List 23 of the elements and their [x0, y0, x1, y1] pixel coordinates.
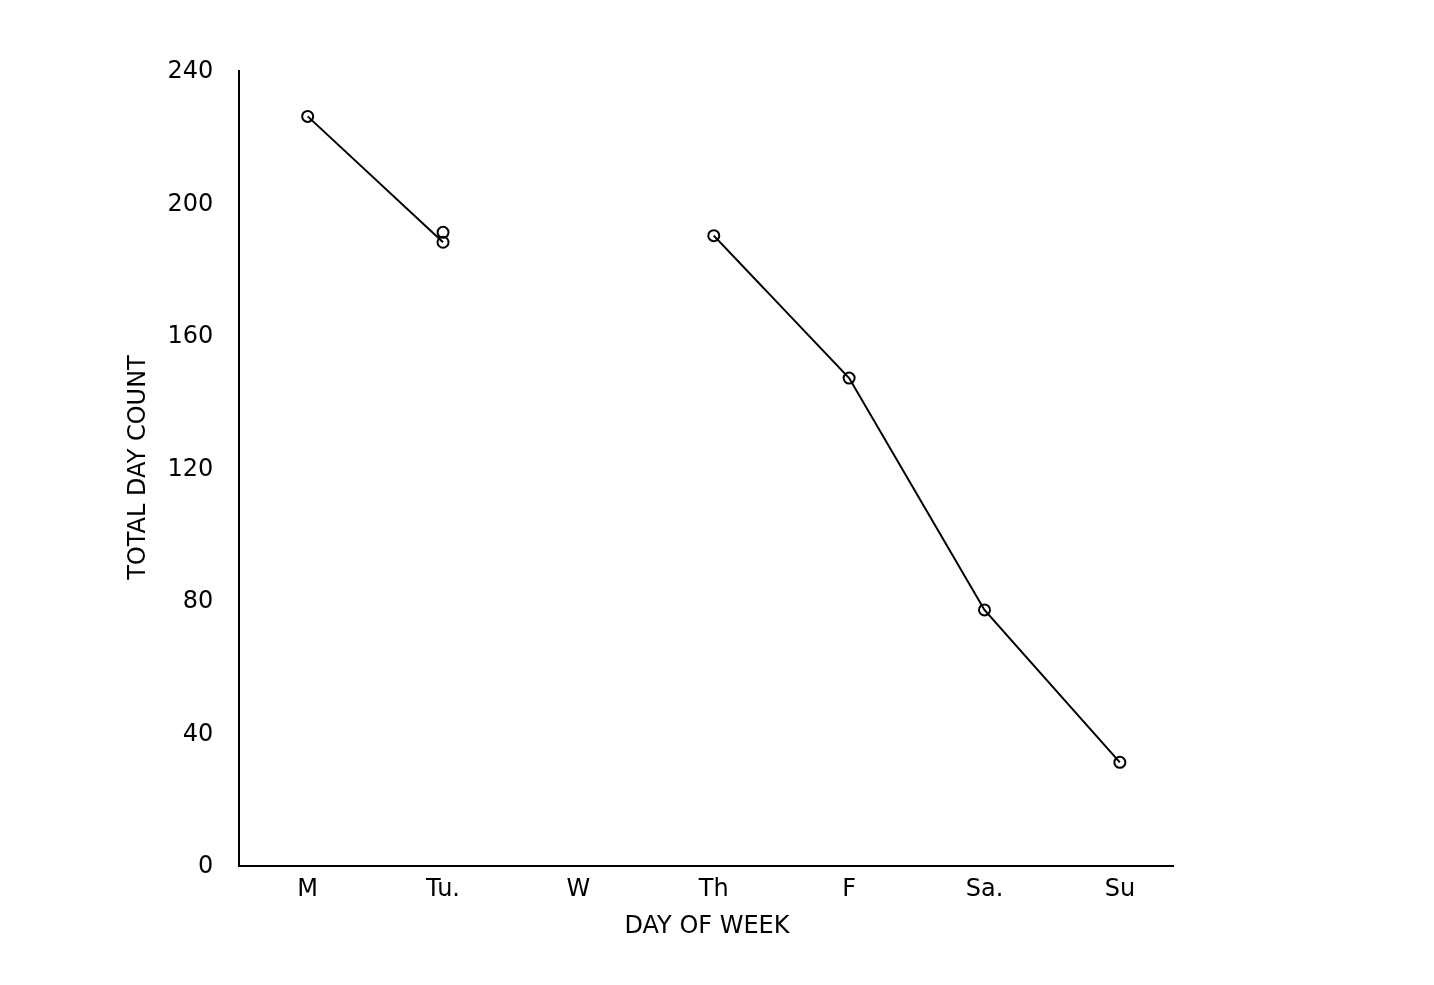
- y-tick-label: 0: [197, 851, 214, 880]
- y-tick-label: 40: [182, 718, 214, 747]
- x-tick-label: Su: [1104, 873, 1136, 902]
- y-tick-label: 120: [167, 453, 214, 482]
- y-tick-label: 200: [167, 188, 214, 217]
- x-tick-label: Tu.: [425, 873, 460, 902]
- x-tick-label: W: [566, 873, 591, 902]
- point: [1113, 755, 1127, 769]
- y-tick-label: 160: [167, 321, 214, 350]
- x-tick-label: Th: [697, 873, 729, 902]
- point: [707, 229, 721, 243]
- point: [436, 225, 450, 239]
- x-tick-label: M: [297, 873, 319, 902]
- y-tick-label: 80: [182, 586, 214, 615]
- x-tick-label: Sa.: [965, 873, 1004, 902]
- y-axis-title: TOTAL DAY COUNT: [122, 354, 151, 581]
- point: [301, 109, 315, 123]
- point: [842, 371, 856, 385]
- x-tick-label: F: [842, 873, 857, 902]
- x-axis-title: DAY OF WEEK: [624, 910, 791, 939]
- point: [977, 603, 991, 617]
- y-tick-label: 240: [167, 56, 214, 85]
- point: [436, 235, 450, 249]
